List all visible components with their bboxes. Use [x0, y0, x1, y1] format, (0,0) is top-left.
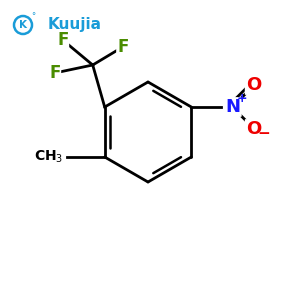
Text: F: F [57, 31, 68, 49]
Text: K: K [19, 20, 27, 30]
Text: Kuujia: Kuujia [48, 17, 102, 32]
Text: O: O [246, 76, 261, 94]
Text: O: O [246, 120, 261, 138]
Text: CH$_3$: CH$_3$ [34, 149, 64, 165]
Text: F: F [49, 64, 60, 82]
Text: F: F [117, 38, 128, 56]
Text: °: ° [31, 13, 35, 22]
Text: +: + [237, 92, 247, 106]
Text: −: − [257, 125, 270, 140]
Text: N: N [226, 98, 241, 116]
